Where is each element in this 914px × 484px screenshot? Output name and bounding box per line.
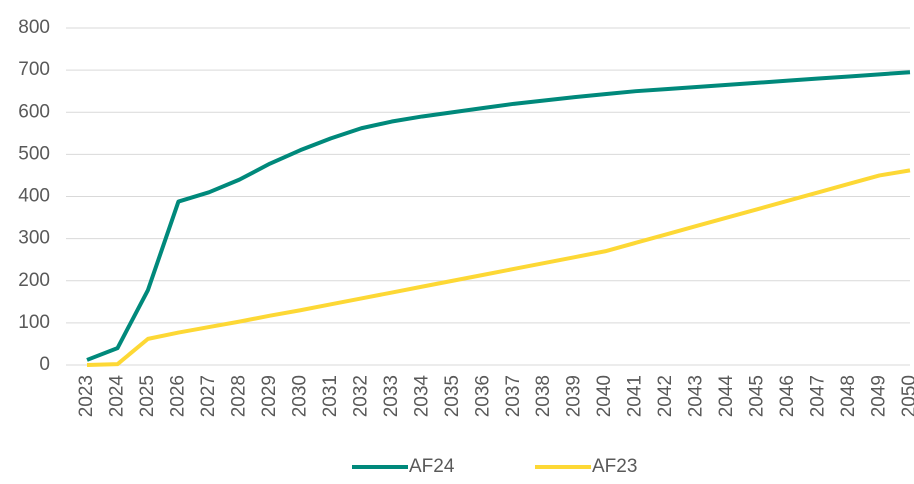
legend-label: AF23 (592, 456, 637, 477)
y-tick-label: 300 (18, 228, 50, 249)
y-tick-label: 100 (18, 312, 50, 333)
x-tick-label: 2031 (320, 375, 341, 417)
y-tick-label: 600 (18, 101, 50, 122)
line (86, 168, 911, 367)
x-tick-label: 2023 (76, 375, 97, 417)
x-tick-label: 2028 (228, 375, 249, 417)
line (86, 70, 911, 362)
x-tick-label: 2050 (899, 375, 914, 417)
x-tick-label: 2024 (106, 375, 127, 418)
y-tick-label: 800 (18, 17, 50, 38)
x-tick-label: 2035 (442, 375, 463, 417)
x-tick-label: 2046 (777, 375, 798, 417)
x-tick-label: 2041 (625, 375, 646, 417)
legend-label: AF24 (409, 456, 455, 477)
x-tick-label: 2030 (289, 375, 310, 417)
y-tick-label: 400 (18, 186, 50, 207)
x-tick-label: 2027 (198, 375, 219, 417)
x-tick-label: 2044 (716, 375, 737, 418)
x-tick-label: 2049 (869, 375, 890, 417)
x-tick-label: 2042 (655, 375, 676, 417)
x-tick-label: 2048 (838, 375, 859, 417)
x-tick-label: 2033 (381, 375, 402, 417)
y-tick-label: 200 (18, 270, 50, 291)
x-tick-label: 2034 (411, 375, 432, 418)
y-tick-label: 0 (39, 354, 50, 375)
x-tick-label: 2029 (259, 375, 280, 417)
x-tick-label: 2038 (533, 375, 554, 417)
x-tick-label: 2040 (594, 375, 615, 417)
x-tick-label: 2047 (808, 375, 829, 417)
y-tick-label: 700 (18, 59, 50, 80)
x-tick-label: 2039 (564, 375, 585, 417)
x-tick-label: 2043 (686, 375, 707, 417)
y-tick-label: 500 (18, 143, 50, 164)
x-tick-label: 2032 (350, 375, 371, 417)
x-tick-label: 2037 (503, 375, 524, 417)
x-tick-label: 2026 (167, 375, 188, 417)
x-tick-label: 2045 (747, 375, 768, 417)
x-tick-label: 2025 (137, 375, 158, 417)
x-tick-label: 2036 (472, 375, 493, 417)
